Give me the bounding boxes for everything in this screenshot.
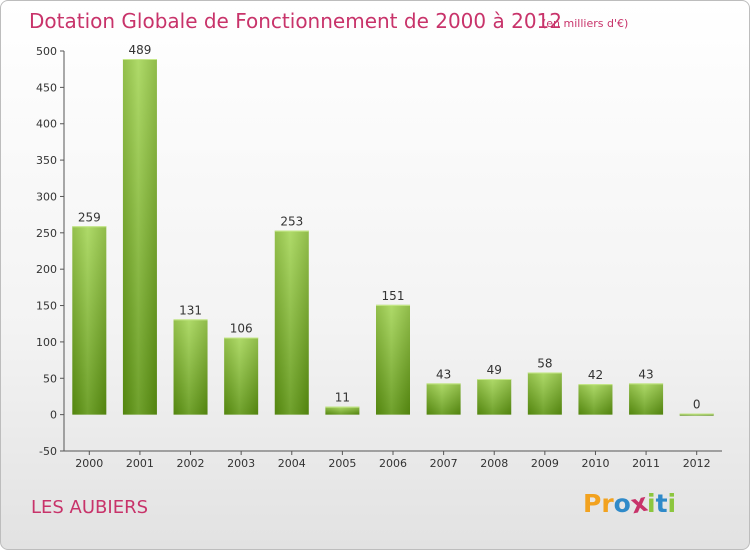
x-tick-label: 2005 xyxy=(328,457,356,470)
bar-sheen xyxy=(477,379,512,415)
y-tick-label: 250 xyxy=(36,227,57,240)
y-tick-label: 450 xyxy=(36,81,57,94)
value-label: 58 xyxy=(537,356,552,370)
logo-letter: P xyxy=(583,489,602,518)
bar-2005 xyxy=(325,406,360,415)
chart-subtitle: (en milliers d'€) xyxy=(542,17,629,30)
logo-letter: i xyxy=(647,489,656,518)
x-tick-label: 2012 xyxy=(683,457,711,470)
y-tick-label: 400 xyxy=(36,118,57,131)
y-tick-label: 350 xyxy=(36,154,57,167)
bar-sheen xyxy=(72,226,107,415)
value-label: 151 xyxy=(382,289,405,303)
x-tick-label: 2009 xyxy=(531,457,559,470)
y-tick-label: -50 xyxy=(39,445,57,458)
y-tick-label: 200 xyxy=(36,263,57,276)
logo-letter: t xyxy=(655,489,668,518)
bar-2007 xyxy=(426,383,461,415)
logo-letter: i xyxy=(667,489,677,518)
bar-2001 xyxy=(122,59,157,415)
bar-sheen xyxy=(224,337,259,415)
bar-sheen xyxy=(527,372,562,415)
x-tick-label: 2007 xyxy=(430,457,458,470)
value-label: 49 xyxy=(487,363,502,377)
value-label: 42 xyxy=(588,368,603,382)
x-tick-label: 2000 xyxy=(75,457,103,470)
proxiti-logo: Proxiti xyxy=(583,488,677,520)
x-tick-label: 2011 xyxy=(632,457,660,470)
y-tick-label: 50 xyxy=(43,372,57,385)
value-label: 489 xyxy=(128,43,151,57)
bar-2010 xyxy=(578,384,613,415)
x-tick-label: 2008 xyxy=(480,457,508,470)
x-tick-label: 2001 xyxy=(126,457,154,470)
bar-sheen xyxy=(173,319,208,415)
bar-sheen xyxy=(578,384,613,415)
value-label: 253 xyxy=(280,215,303,229)
y-tick-label: 150 xyxy=(36,300,57,313)
bar-sheen xyxy=(629,383,664,415)
bar-2008 xyxy=(477,379,512,415)
value-label: 106 xyxy=(230,322,253,336)
logo-letter: r xyxy=(601,489,614,518)
y-tick-label: 100 xyxy=(36,336,57,349)
y-tick-label: 0 xyxy=(50,409,57,422)
value-label: 11 xyxy=(335,391,350,405)
bar-sheen xyxy=(376,304,410,415)
bar-2000 xyxy=(72,226,107,415)
x-tick-label: 2003 xyxy=(227,457,255,470)
value-label: 43 xyxy=(638,367,653,381)
y-tick-label: 500 xyxy=(36,45,57,58)
bar-sheen xyxy=(122,59,157,415)
bar-2003 xyxy=(224,337,259,415)
bar-2002 xyxy=(173,319,208,415)
bar-2011 xyxy=(629,383,664,415)
y-tick-label: 300 xyxy=(36,190,57,203)
value-label: 0 xyxy=(693,398,701,412)
axes: -50 0 50 100 150 200 250 300 350 400 450 500 2000 200… xyxy=(36,45,722,470)
value-label: 131 xyxy=(179,303,202,317)
commune-name: LES AUBIERS xyxy=(31,497,148,518)
bar-2006 xyxy=(376,304,410,415)
x-tick-label: 2006 xyxy=(379,457,407,470)
x-tick-label: 2004 xyxy=(278,457,306,470)
bar-2004 xyxy=(274,230,309,415)
labels: 259 489 131 106 253 11 151 43 49 58 42 43 0 xyxy=(78,43,701,412)
chart-title: Dotation Globale de Fonctionnement de 20… xyxy=(29,9,562,33)
bar-sheen xyxy=(325,406,360,415)
bar-sheen xyxy=(274,230,309,415)
x-tick-label: 2010 xyxy=(581,457,609,470)
value-label: 259 xyxy=(78,210,101,224)
x-tick-label: 2002 xyxy=(177,457,205,470)
bars xyxy=(72,59,714,416)
bar-sheen xyxy=(426,383,461,415)
bar-2012 xyxy=(679,413,714,416)
value-label: 43 xyxy=(436,367,451,381)
logo-letter: o xyxy=(613,489,631,518)
bar-2009 xyxy=(527,372,562,415)
